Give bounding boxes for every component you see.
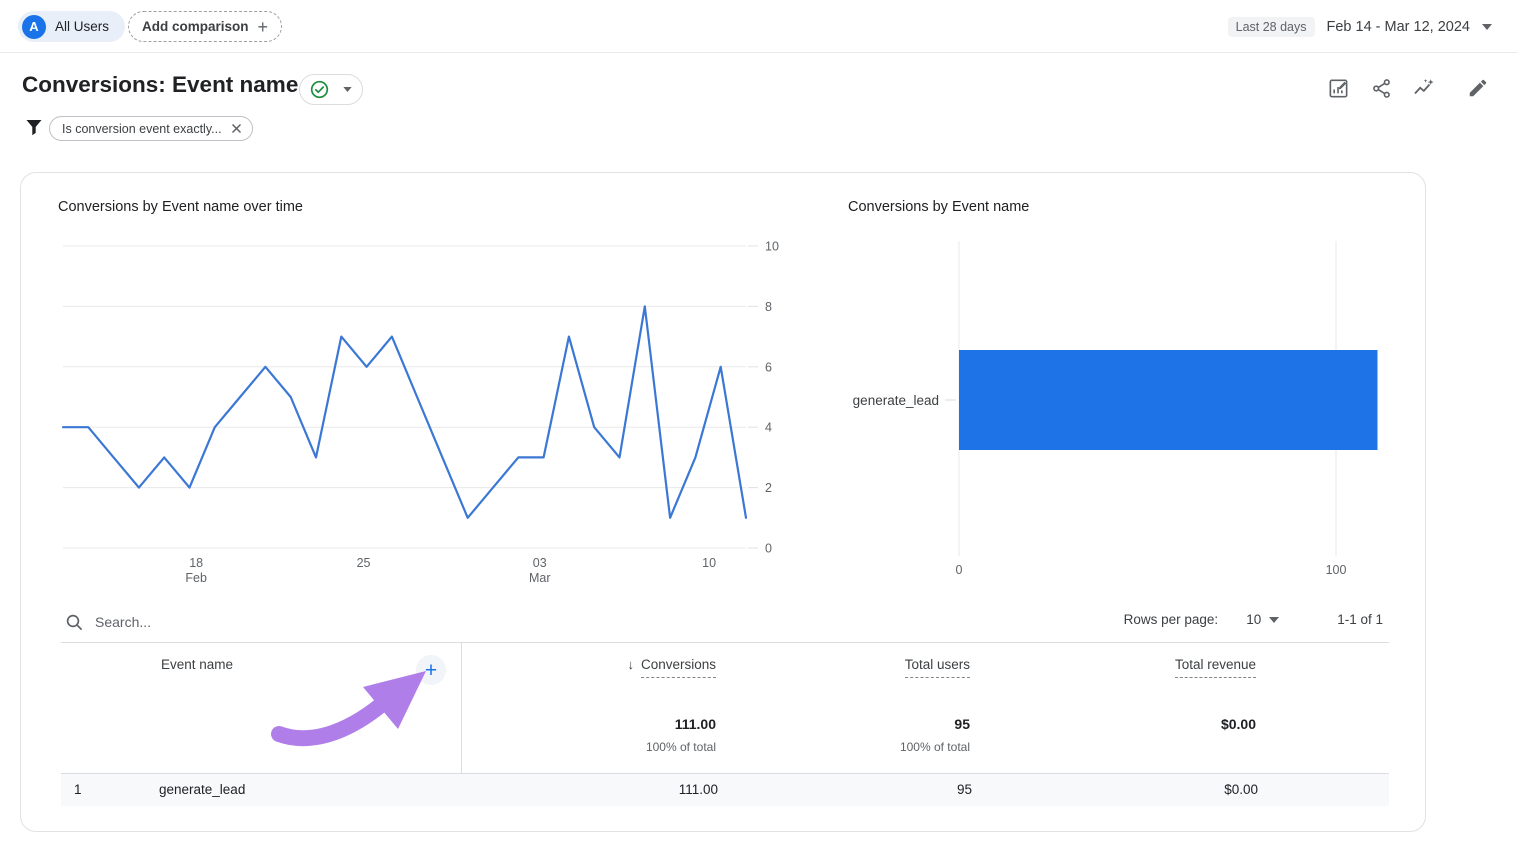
page-title: Conversions: Event name (22, 72, 298, 98)
svg-text:25: 25 (357, 556, 371, 570)
report-card: Conversions by Event name over time 0 2 4 6… (20, 172, 1426, 832)
segment-label: All Users (55, 19, 109, 34)
rows-per-page-select[interactable]: 10 (1246, 612, 1261, 627)
column-header-total-revenue[interactable]: Total revenue (1175, 657, 1256, 672)
divider (61, 642, 1389, 643)
insights-icon[interactable] (1412, 76, 1436, 100)
svg-text:4: 4 (765, 421, 772, 435)
chevron-down-icon (343, 87, 352, 92)
row-revenue: $0.00 (1224, 774, 1258, 806)
date-range-preset-badge: Last 28 days (1228, 17, 1315, 37)
row-index: 1 (74, 774, 82, 806)
edit-icon[interactable] (1466, 76, 1490, 100)
totals-conversions: 111.00 (675, 716, 716, 732)
row-event-name: generate_lead (159, 774, 245, 806)
svg-text:18: 18 (189, 556, 203, 570)
svg-text:2: 2 (765, 481, 772, 495)
timeseries-line-chart: 0 2 4 6 8 10 18Feb 25 03Mar 10 (61, 233, 806, 588)
svg-text:0: 0 (765, 542, 772, 556)
search-icon (65, 613, 84, 632)
pagination-controls: Rows per page: 10 1-1 of 1 (1124, 612, 1383, 627)
timeseries-chart-title: Conversions by Event name over time (58, 199, 303, 215)
close-icon[interactable] (230, 122, 243, 135)
filter-funnel-icon (24, 117, 44, 137)
totals-users-pct: 100% of total (900, 740, 970, 754)
share-icon[interactable] (1369, 76, 1393, 100)
rows-per-page-label: Rows per page: (1124, 612, 1219, 627)
svg-text:10: 10 (765, 240, 779, 254)
date-range-label: Feb 14 - Mar 12, 2024 (1327, 19, 1470, 35)
customize-report-icon[interactable] (1326, 76, 1350, 100)
plus-icon: + (258, 18, 269, 36)
column-header-total-users[interactable]: Total users (905, 657, 970, 672)
totals-conversions-pct: 100% of total (646, 740, 716, 754)
bar-chart-title: Conversions by Event name (848, 199, 1029, 215)
table-toolbar: Rows per page: 10 1-1 of 1 (21, 605, 1425, 642)
filter-chip[interactable]: Is conversion event exactly... (49, 116, 253, 141)
chevron-down-icon[interactable] (1269, 617, 1279, 623)
row-range-label: 1-1 of 1 (1337, 612, 1383, 627)
svg-text:generate_lead: generate_lead (853, 393, 939, 408)
add-comparison-label: Add comparison (142, 19, 249, 34)
conversion-verified-dropdown[interactable] (299, 74, 363, 105)
table-row[interactable]: 1 generate_lead 111.00 95 $0.00 (61, 774, 1389, 806)
top-bar: A All Users Add comparison + Last 28 day… (0, 0, 1518, 53)
row-conversions: 111.00 (679, 774, 718, 806)
event-name-bar-chart: 0 100 generate_lead (841, 233, 1411, 583)
svg-text:100: 100 (1326, 563, 1347, 577)
svg-text:Feb: Feb (185, 571, 207, 585)
add-column-button[interactable]: + (416, 655, 446, 685)
chevron-down-icon (1482, 24, 1492, 30)
column-header-conversions[interactable]: ↓Conversions (627, 657, 716, 672)
add-comparison-button[interactable]: Add comparison + (128, 11, 282, 42)
svg-text:0: 0 (956, 563, 963, 577)
svg-text:03: 03 (533, 556, 547, 570)
search-input[interactable] (95, 608, 515, 636)
column-header-event-name[interactable]: Event name (161, 657, 233, 672)
svg-text:6: 6 (765, 360, 772, 374)
row-users: 95 (957, 774, 972, 806)
svg-text:Mar: Mar (529, 571, 551, 585)
check-circle-icon (310, 80, 329, 99)
segment-avatar: A (22, 15, 46, 39)
sort-descending-icon: ↓ (627, 657, 634, 672)
totals-users: 95 (954, 716, 970, 732)
svg-text:10: 10 (702, 556, 716, 570)
totals-revenue: $0.00 (1221, 716, 1256, 732)
filter-chip-label: Is conversion event exactly... (62, 122, 222, 136)
svg-text:8: 8 (765, 300, 772, 314)
date-range-picker[interactable]: Last 28 days Feb 14 - Mar 12, 2024 (1228, 11, 1492, 42)
report-actions (1326, 76, 1490, 100)
all-users-segment-chip[interactable]: A All Users (18, 11, 125, 42)
